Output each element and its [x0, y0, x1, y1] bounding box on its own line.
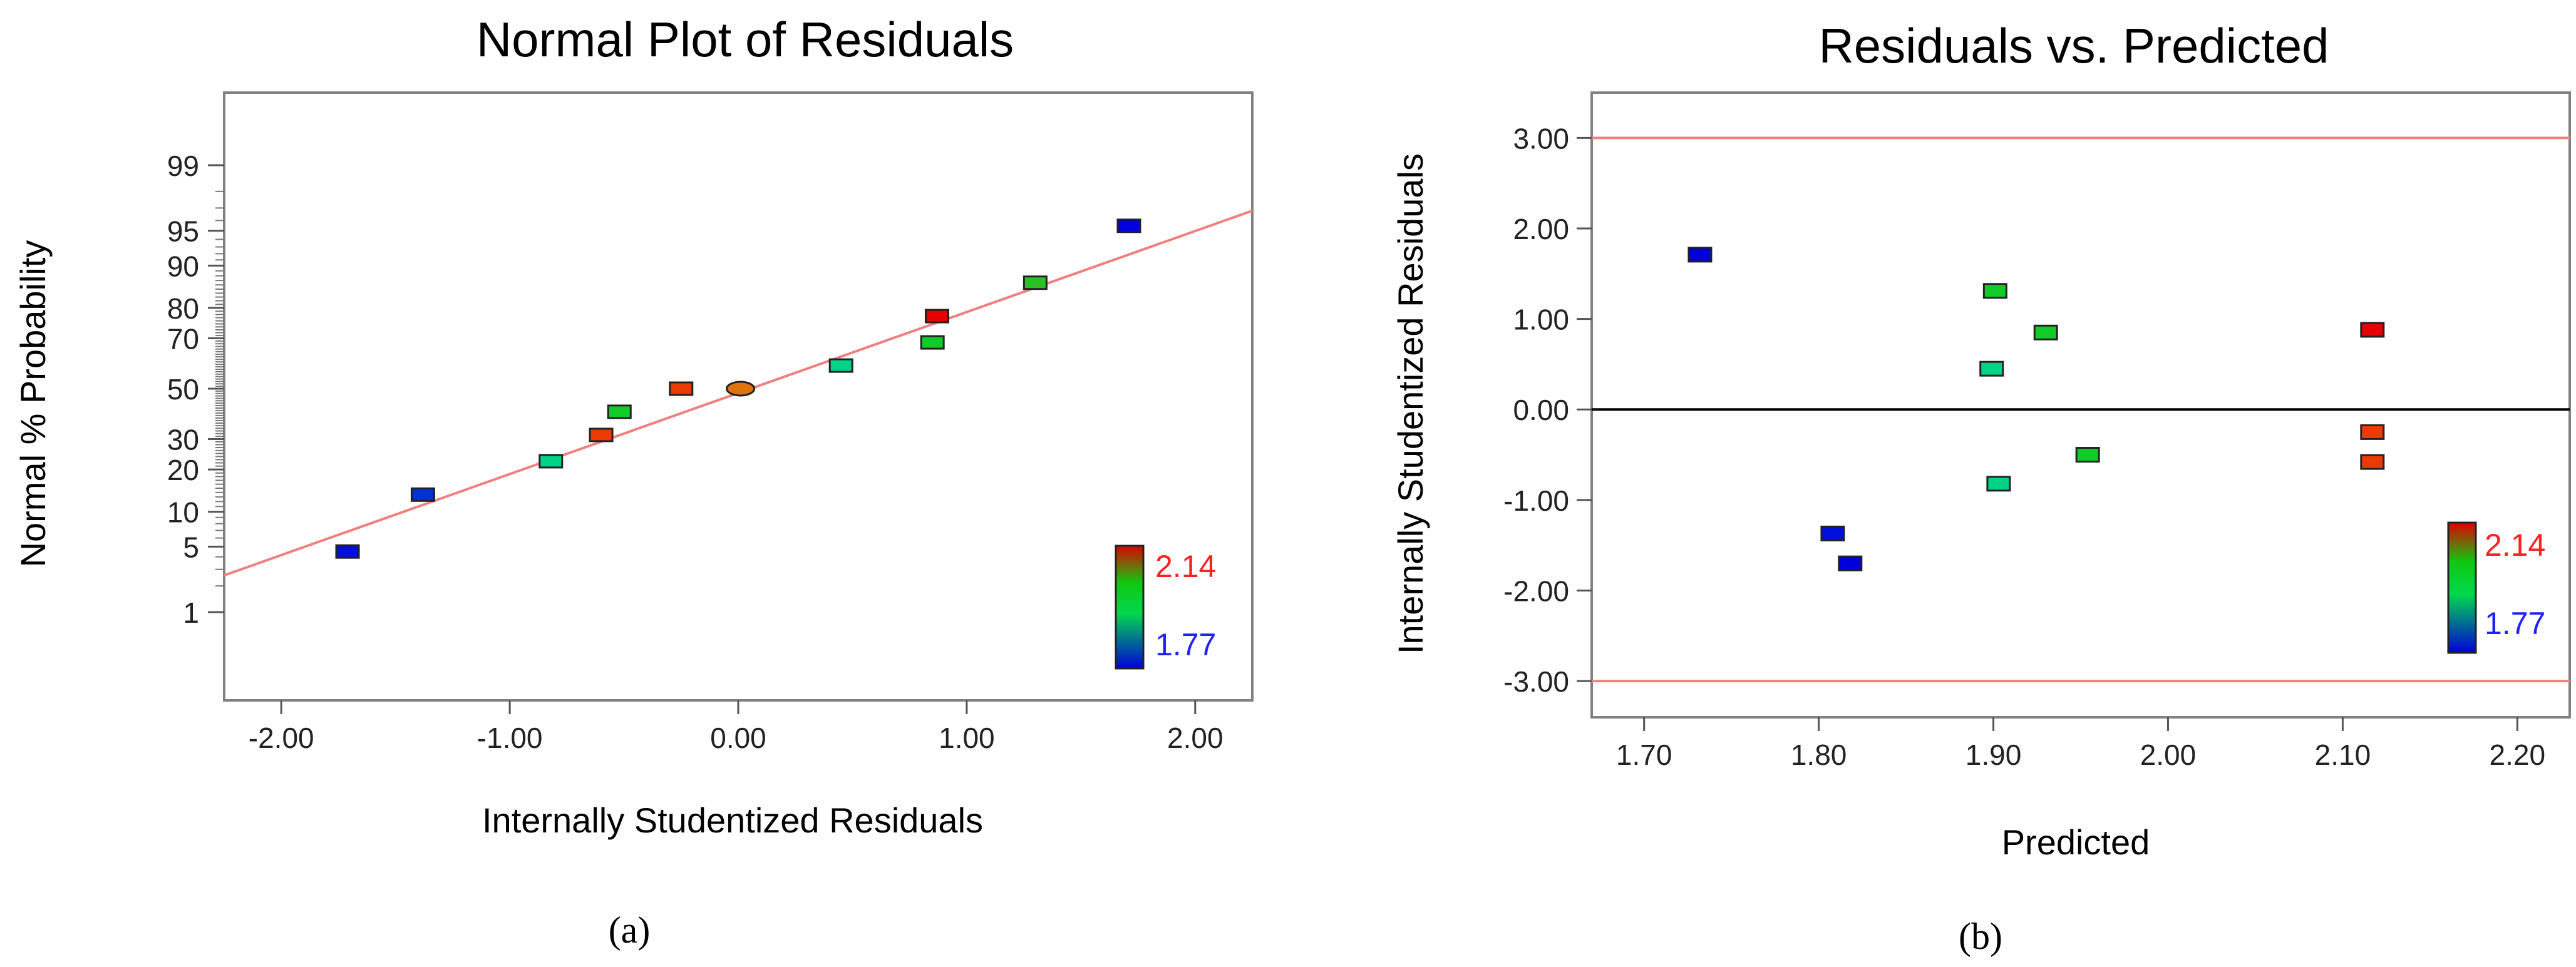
- panel-b-data-point: [1820, 525, 1845, 541]
- panel-a-color-legend: 2.14 1.77: [1115, 545, 1216, 670]
- panel-b-data-point: [2360, 454, 2385, 470]
- panel-b-caption: (b): [1959, 916, 2002, 957]
- panel-b-y-axis-ticks: -3.00 -2.00 -1.00 0.00 1.00 2.00 3.00: [1503, 122, 1592, 698]
- panel-a-data-point: [920, 335, 945, 350]
- panel-b-data-point: [1986, 476, 2011, 492]
- panel-a-data-point: [828, 358, 853, 373]
- panel-b-color-scale-bar: [2447, 521, 2477, 654]
- panel-b-data-points: [1687, 247, 2385, 571]
- panel-a-legend-max-label: 2.14: [1155, 549, 1216, 584]
- panel-b-y-tick-label: -3.00: [1503, 665, 1569, 698]
- panel-a-data-points: [335, 218, 1141, 559]
- panel-b-y-tick-label: 1.00: [1513, 304, 1569, 336]
- panel-a-title: Normal Plot of Residuals: [477, 12, 1014, 67]
- panel-a-x-tick-label: 1.00: [939, 722, 995, 754]
- panel-a-legend-min-label: 1.77: [1155, 627, 1216, 662]
- panel-b-plot-frame: [1590, 91, 2571, 719]
- panel-b-data-point: [2360, 424, 2385, 440]
- panel-b-data-point: [1982, 283, 2007, 299]
- panel-a-x-tick-label: 2.00: [1167, 722, 1224, 754]
- panel-b-x-axis-ticks: 1.70 1.80 1.90 2.00 2.10 2.20: [1616, 717, 2545, 771]
- panel-a-data-point: [607, 404, 632, 419]
- panel-a-data-point: [335, 544, 360, 559]
- panel-a-plot-frame: [223, 91, 1254, 702]
- panel-b-x-tick-label: 2.00: [2140, 739, 2197, 771]
- panel-a-y-tick-label: 10: [167, 496, 199, 529]
- panel-b-x-tick-label: 2.10: [2315, 739, 2371, 771]
- panel-b-x-axis-label: Predicted: [2002, 822, 2150, 862]
- panel-a-x-tick-label: 0.00: [710, 722, 766, 754]
- panel-b-legend-min-label: 1.77: [2485, 606, 2545, 641]
- panel-b-residuals-vs-predicted: Residuals vs. Predicted -3.00 -2.00 -1.00 0…: [1391, 18, 2571, 957]
- panel-b-y-axis-label: Internally Studentized Residuals: [1391, 153, 1430, 654]
- panel-b-data-point: [2360, 322, 2385, 338]
- panel-a-y-tick-label: 20: [167, 454, 199, 486]
- panel-a-x-tick-label: -2.00: [249, 722, 314, 754]
- panel-a-color-scale-bar: [1115, 545, 1145, 670]
- panel-b-x-tick-label: 2.20: [2490, 739, 2546, 771]
- panel-a-data-point: [669, 381, 694, 396]
- panel-a-y-tick-label: 80: [167, 292, 199, 325]
- panel-b-reference-lines: [1592, 136, 2570, 683]
- panel-a-x-axis-label: Internally Studentized Residuals: [482, 801, 983, 840]
- panel-a-data-point: [726, 381, 756, 397]
- panel-a-data-point: [924, 309, 949, 324]
- panel-b-y-tick-label: 3.00: [1513, 122, 1569, 155]
- panel-b-x-tick-label: 1.80: [1791, 739, 1847, 771]
- panel-a-y-tick-label: 99: [167, 150, 199, 182]
- panel-b-data-point: [1979, 361, 2004, 377]
- panel-b-legend-max-label: 2.14: [2485, 528, 2545, 563]
- panel-b-title: Residuals vs. Predicted: [1818, 18, 2329, 73]
- panel-a-data-point: [1023, 275, 1048, 290]
- panel-a-y-axis-label: Normal % Probability: [13, 240, 53, 568]
- panel-a-data-point: [410, 487, 435, 502]
- panel-b-data-point: [2075, 447, 2100, 463]
- panel-a-y-tick-label: 30: [167, 423, 199, 456]
- panel-b-data-point: [1838, 555, 1863, 571]
- panel-b-x-tick-label: 1.70: [1616, 739, 1672, 771]
- panel-a-y-tick-label: 95: [167, 215, 199, 248]
- panel-a-x-axis-ticks: -2.00 -1.00 0.00 1.00 2.00: [249, 700, 1224, 754]
- panel-a-y-tick-label: 90: [167, 250, 199, 282]
- panel-b-y-tick-label: -2.00: [1503, 575, 1569, 608]
- panel-b-data-point: [1687, 247, 1713, 263]
- panel-a-y-tick-label: 5: [183, 531, 199, 563]
- panel-a-y-tick-label: 70: [167, 323, 199, 356]
- panel-a-y-tick-label: 1: [183, 596, 199, 629]
- panel-a-data-point: [1116, 218, 1141, 233]
- panel-b-y-tick-label: -1.00: [1503, 484, 1569, 517]
- panel-b-data-point: [2033, 324, 2058, 340]
- panel-a-x-tick-label: -1.00: [477, 722, 543, 754]
- panel-a-y-tick-label: 50: [167, 373, 199, 406]
- panel-b-color-legend: 2.14 1.77: [2447, 521, 2545, 654]
- panel-a-caption: (a): [609, 909, 651, 951]
- panel-a-data-point: [589, 427, 614, 443]
- panel-b-y-tick-label: 2.00: [1513, 213, 1569, 245]
- panel-a-data-point: [538, 454, 564, 469]
- panel-b-x-tick-label: 1.90: [1965, 739, 2022, 771]
- panel-b-y-tick-label: 0.00: [1513, 394, 1569, 426]
- panel-a-probability-grid: [215, 190, 224, 587]
